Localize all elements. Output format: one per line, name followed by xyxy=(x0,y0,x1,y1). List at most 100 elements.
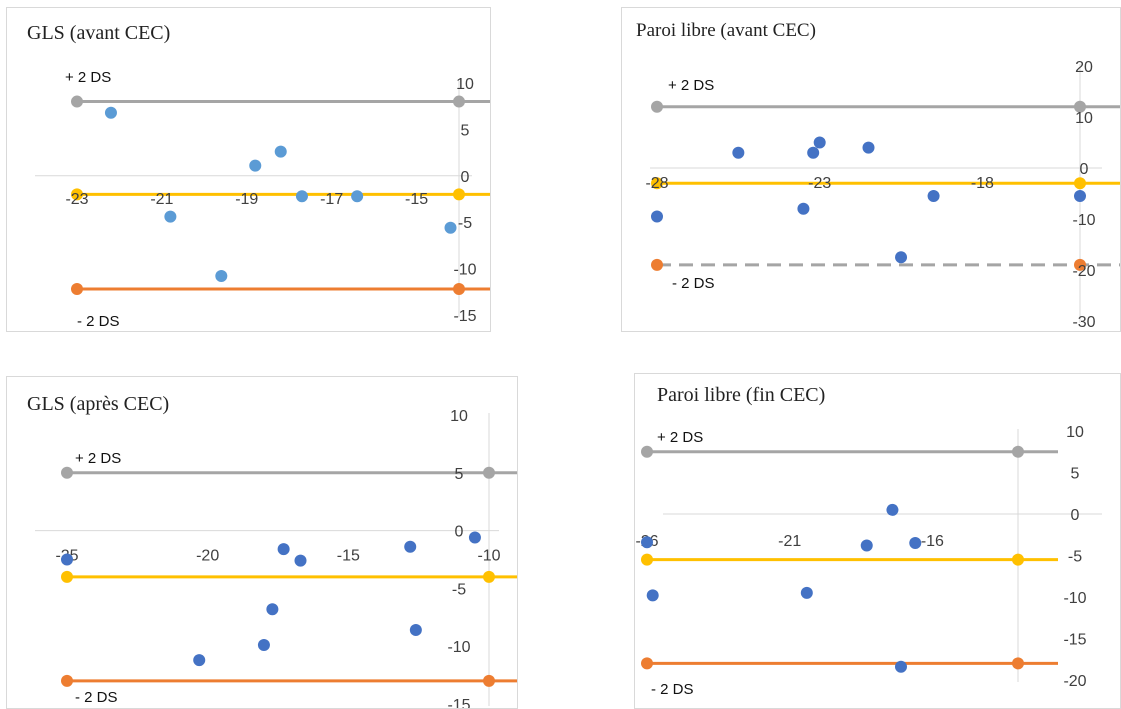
upper-loa-line-end-marker xyxy=(1074,100,1086,113)
scatter-plot: 10 5 0 -5 -10 -15 -23 -21 -19 -17 -15 + 2 DS - 2 DS xyxy=(35,69,490,330)
data-point xyxy=(641,536,653,549)
y-tick-label: -10 xyxy=(1072,212,1095,229)
data-point xyxy=(193,654,206,667)
y-tick-label: -10 xyxy=(1063,590,1086,607)
data-point xyxy=(651,210,663,223)
lower-loa-label: - 2 DS xyxy=(651,681,694,698)
x-tick-label: -15 xyxy=(405,191,428,208)
chart-panel-gls-apres: GLS (après CEC) 1050-5-10-15-25-20-15-10… xyxy=(6,376,518,709)
data-point xyxy=(646,589,659,602)
y-tick-label: 10 xyxy=(1066,424,1084,441)
y-tick-label: -5 xyxy=(458,215,472,232)
mean-bias-line-start-marker xyxy=(71,188,83,201)
data-point xyxy=(409,624,422,637)
data-point xyxy=(215,270,228,283)
chart-title: Paroi libre (fin CEC) xyxy=(657,384,826,406)
y-tick-label: -15 xyxy=(1063,632,1086,649)
data-point xyxy=(274,145,287,158)
x-tick-label: -23 xyxy=(808,175,831,192)
mean-bias-line-end-marker xyxy=(1012,553,1024,566)
y-tick-label: 20 xyxy=(1075,59,1093,76)
x-tick-label: -23 xyxy=(65,191,88,208)
upper-loa-line-end-marker xyxy=(483,466,495,479)
lower-loa-line-end-marker xyxy=(1012,657,1024,670)
upper-loa-line-end-marker xyxy=(1012,445,1024,458)
mean-bias-line-end-marker xyxy=(453,188,465,201)
data-point xyxy=(61,553,73,566)
mean-bias-line-start-marker xyxy=(61,570,73,583)
x-tick-label: -10 xyxy=(477,548,500,565)
data-point xyxy=(813,136,826,149)
y-tick-label: 10 xyxy=(450,408,468,425)
x-tick-label: -28 xyxy=(645,175,668,192)
y-tick-label: 10 xyxy=(456,76,474,93)
y-tick-label: -30 xyxy=(1072,314,1095,331)
upper-loa-line-start-marker xyxy=(641,445,653,458)
x-tick-label: -21 xyxy=(778,533,801,550)
x-tick-label: -21 xyxy=(150,191,173,208)
lower-loa-line-start-marker xyxy=(651,258,663,271)
data-point xyxy=(1074,190,1086,203)
upper-loa-label: + 2 DS xyxy=(668,77,714,94)
data-point xyxy=(351,190,364,203)
data-point xyxy=(732,146,745,159)
y-tick-label: -10 xyxy=(447,639,470,656)
y-tick-label: 0 xyxy=(455,524,464,541)
data-point xyxy=(468,531,481,544)
mean-bias-line-end-marker xyxy=(483,570,495,583)
y-tick-label: 5 xyxy=(455,466,464,483)
y-tick-label: -15 xyxy=(447,697,470,709)
x-tick-label: -16 xyxy=(921,533,944,550)
chart-panel-paroi-avant: Paroi libre (avant CEC) 20 10 0 -10 -20 -30 -2… xyxy=(621,7,1121,332)
y-tick-label: 5 xyxy=(461,122,470,139)
lower-loa-label: - 2 DS xyxy=(672,275,715,292)
data-point xyxy=(886,503,899,516)
chart-title: GLS (après CEC) xyxy=(27,393,170,415)
data-point xyxy=(862,141,875,154)
data-point xyxy=(277,543,290,556)
data-point xyxy=(164,210,177,223)
data-point xyxy=(404,540,417,553)
data-point xyxy=(295,190,308,203)
y-tick-label: -5 xyxy=(1068,549,1082,566)
y-tick-label: 0 xyxy=(1080,161,1089,178)
x-tick-label: -17 xyxy=(320,191,343,208)
y-tick-label: -20 xyxy=(1063,673,1086,690)
y-tick-label: -5 xyxy=(452,581,466,598)
upper-loa-line-start-marker xyxy=(651,100,663,113)
upper-loa-label: + 2 DS xyxy=(75,450,121,467)
lower-loa-line-start-marker xyxy=(61,674,73,687)
data-point xyxy=(249,159,262,172)
y-tick-label: -15 xyxy=(453,308,476,325)
scatter-plot: 20 10 0 -10 -20 -30 -28 -23 -18 + 2 DS - 2 DS xyxy=(645,59,1120,331)
chart-title: Paroi libre (avant CEC) xyxy=(636,20,816,41)
data-point xyxy=(444,221,457,234)
mean-bias-line-start-marker xyxy=(641,553,653,566)
upper-loa-line-end-marker xyxy=(453,95,465,108)
mean-bias-line-start-marker xyxy=(651,177,663,190)
lower-loa-label: - 2 DS xyxy=(77,313,120,330)
data-point xyxy=(860,539,873,552)
upper-loa-label: + 2 DS xyxy=(65,69,111,86)
data-point xyxy=(257,639,270,652)
data-point xyxy=(294,554,307,567)
data-point xyxy=(909,537,922,550)
data-point xyxy=(104,106,117,119)
upper-loa-line-start-marker xyxy=(61,466,73,479)
lower-loa-label: - 2 DS xyxy=(75,689,118,706)
x-tick-label: -15 xyxy=(337,548,360,565)
data-point xyxy=(894,660,907,673)
y-tick-label: 10 xyxy=(1075,110,1093,127)
lower-loa-line-start-marker xyxy=(641,657,653,670)
lower-loa-line-end-marker xyxy=(1074,258,1086,271)
data-point xyxy=(266,603,279,616)
data-point xyxy=(797,202,810,215)
x-tick-label: -18 xyxy=(971,175,994,192)
x-tick-label: -20 xyxy=(196,548,219,565)
upper-loa-line-start-marker xyxy=(71,95,83,108)
data-point xyxy=(895,251,908,264)
y-tick-label: 5 xyxy=(1071,466,1080,483)
y-tick-label: 0 xyxy=(461,169,470,186)
